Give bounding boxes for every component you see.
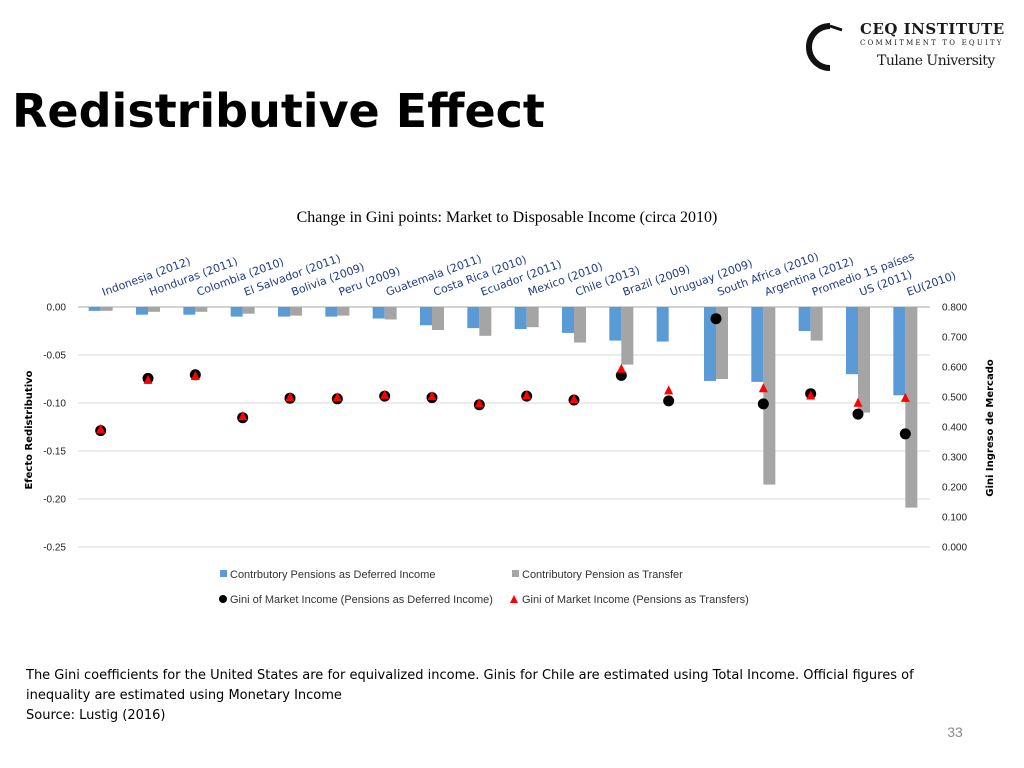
legend-label-deferred: Contrbutory Pensions as Deferred Income <box>230 569 435 581</box>
y2-tick-label: 0.400 <box>942 423 967 434</box>
bar-pension-transfer <box>195 307 208 312</box>
marker-gini-transfer <box>806 390 816 400</box>
y2-axis-title: Gini Ingreso de Mercado <box>985 359 996 497</box>
y-tick-label: -0.20 <box>43 495 66 506</box>
ceq-logo: CEQ INSTITUTE COMMITMENT TO EQUITY Tulan… <box>802 16 1012 76</box>
logo-title: CEQ INSTITUTE <box>860 20 1005 38</box>
marker-gini-transfer <box>569 394 579 404</box>
chart-title: Change in Gini points: Market to Disposa… <box>297 209 718 226</box>
marker-gini-transfer <box>616 363 626 373</box>
bar-pension-transfer <box>858 307 870 413</box>
bar-pension-transfer <box>337 307 350 316</box>
bar-pension-transfer <box>100 307 113 311</box>
bar-deferred-income <box>467 307 480 329</box>
y-tick-label: -0.05 <box>43 351 66 362</box>
y2-tick-label: 0.600 <box>942 363 967 374</box>
marker-gini-transfer <box>474 398 484 408</box>
y-tick-label: -0.25 <box>43 543 66 554</box>
bar-deferred-income <box>183 307 196 315</box>
y2-tick-label: 0.800 <box>942 303 967 314</box>
bar-pension-transfer <box>432 307 444 331</box>
legend-swatch-deferred <box>220 570 227 577</box>
footnote-text: The Gini coefficients for the United Sta… <box>26 668 914 703</box>
bar-deferred-income <box>325 307 338 317</box>
marker-gini-transfer <box>522 390 532 400</box>
y-tick-label: -0.10 <box>43 399 66 410</box>
bar-deferred-income <box>704 307 716 381</box>
marker-gini-deferred <box>852 408 864 420</box>
bar-pension-transfer <box>905 307 918 508</box>
bar-deferred-income <box>88 307 101 311</box>
bar-pension-transfer <box>716 307 728 379</box>
marker-gini-transfer <box>190 371 200 380</box>
bar-deferred-income <box>846 307 858 375</box>
marker-gini-transfer <box>758 383 768 393</box>
bar-deferred-income <box>372 307 385 319</box>
redistributive-effect-chart: Change in Gini points: Market to Disposa… <box>24 209 996 606</box>
bar-pension-transfer <box>290 307 302 316</box>
legend-label-transfer: Contributory Pension as Transfer <box>522 569 683 581</box>
y2-tick-label: 0.100 <box>942 513 967 524</box>
bar-deferred-income <box>136 307 148 315</box>
bar-deferred-income <box>893 307 906 396</box>
y-axis-title: Efecto Redistributivo <box>24 370 35 489</box>
bar-deferred-income <box>751 307 764 382</box>
bar-deferred-income <box>278 307 290 317</box>
ceq-logo-mark-icon <box>806 23 843 71</box>
marker-gini-transfer <box>900 392 910 402</box>
footnote: The Gini coefficients for the United Sta… <box>26 666 926 726</box>
bar-deferred-income <box>798 307 811 331</box>
source-text: Source: Lustig (2016) <box>26 708 166 723</box>
y2-tick-label: 0.000 <box>942 543 967 554</box>
marker-gini-transfer <box>380 389 390 399</box>
marker-gini-transfer <box>96 424 106 434</box>
bar-pension-transfer <box>384 307 397 320</box>
page-number: 33 <box>947 724 963 740</box>
bar-pension-transfer <box>242 307 255 314</box>
category-label: EU(2010) <box>905 269 958 299</box>
logo-university: Tulane University <box>877 53 995 69</box>
marker-gini-transfer <box>332 392 342 402</box>
bar-pension-transfer <box>763 307 776 485</box>
legend-swatch-transfer <box>512 570 519 577</box>
y-tick-label: 0.00 <box>47 303 67 314</box>
y2-tick-label: 0.300 <box>942 453 967 464</box>
y2-tick-label: 0.500 <box>942 393 967 404</box>
marker-gini-deferred <box>663 395 675 407</box>
marker-gini-deferred <box>757 398 769 410</box>
legend-marker-circle <box>219 595 227 603</box>
marker-gini-deferred <box>899 428 911 440</box>
bar-deferred-income <box>562 307 574 333</box>
y2-tick-label: 0.200 <box>942 483 967 494</box>
bar-deferred-income <box>656 307 669 342</box>
bar-deferred-income <box>230 307 243 317</box>
y2-tick-label: 0.700 <box>942 333 967 344</box>
bar-deferred-income <box>609 307 622 341</box>
marker-gini-transfer <box>664 385 674 395</box>
bar-pension-transfer <box>526 307 539 328</box>
bar-pension-transfer <box>574 307 586 343</box>
bar-pension-transfer <box>148 307 160 312</box>
bar-pension-transfer <box>810 307 823 341</box>
marker-gini-deferred <box>710 313 722 325</box>
logo-subtitle: COMMITMENT TO EQUITY <box>860 39 1004 47</box>
marker-gini-transfer <box>238 411 248 421</box>
legend-label-gini-deferred: Gini of Market Income (Pensions as Defer… <box>230 594 493 606</box>
bar-deferred-income <box>420 307 432 326</box>
marker-gini-transfer <box>853 397 863 407</box>
slide-title: Redistributive Effect <box>12 84 545 138</box>
marker-gini-transfer <box>143 374 153 384</box>
bar-pension-transfer <box>479 307 492 336</box>
marker-gini-transfer <box>427 391 437 401</box>
bar-deferred-income <box>514 307 527 330</box>
legend-marker-triangle <box>510 595 518 603</box>
legend-label-gini-transfer: Gini of Market Income (Pensions as Trans… <box>522 594 749 606</box>
bar-pension-transfer <box>621 307 634 365</box>
y-tick-label: -0.15 <box>43 447 66 458</box>
marker-gini-transfer <box>285 392 295 401</box>
